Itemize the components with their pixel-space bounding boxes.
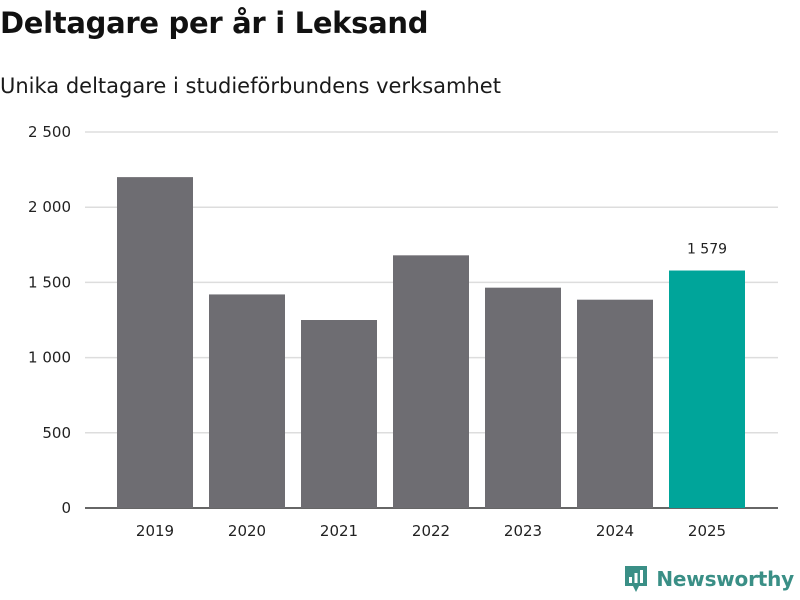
x-tick-label: 2025 xyxy=(688,522,726,540)
x-tick-label: 2022 xyxy=(412,522,450,540)
x-tick-label: 2021 xyxy=(320,522,358,540)
y-tick-label: 2 500 xyxy=(28,123,71,141)
x-tick-label: 2023 xyxy=(504,522,542,540)
chart-title: Deltagare per år i Leksand xyxy=(0,6,429,40)
bars xyxy=(117,177,745,508)
x-tick-label: 2024 xyxy=(596,522,634,540)
y-tick-label: 1 500 xyxy=(28,273,71,291)
y-tick-label: 1 000 xyxy=(28,349,71,367)
bar-2022[interactable] xyxy=(393,255,469,508)
bar-2023[interactable] xyxy=(485,287,561,508)
x-tick-label: 2019 xyxy=(136,522,174,540)
chart-subtitle: Unika deltagare i studieförbundens verks… xyxy=(0,74,501,98)
y-tick-label: 500 xyxy=(42,424,71,442)
brand-name: Newsworthy xyxy=(656,567,794,591)
y-tick-label: 2 000 xyxy=(28,198,71,216)
newsworthy-logo[interactable]: Newsworthy xyxy=(623,564,794,594)
x-tick-label: 2020 xyxy=(228,522,266,540)
labels: 0 500 1 000 1 500 2 000 2 500 2019 2020 2021 2022… xyxy=(28,123,727,540)
data-label: 1 579 xyxy=(687,242,727,258)
bar-2021[interactable] xyxy=(301,320,377,508)
bar-2025[interactable] xyxy=(669,270,745,508)
bar-2024[interactable] xyxy=(577,299,653,508)
newsworthy-logo-icon xyxy=(625,566,648,592)
y-tick-label: 0 xyxy=(61,499,71,517)
bar-2019[interactable] xyxy=(117,177,193,508)
bar-2020[interactable] xyxy=(209,294,285,508)
